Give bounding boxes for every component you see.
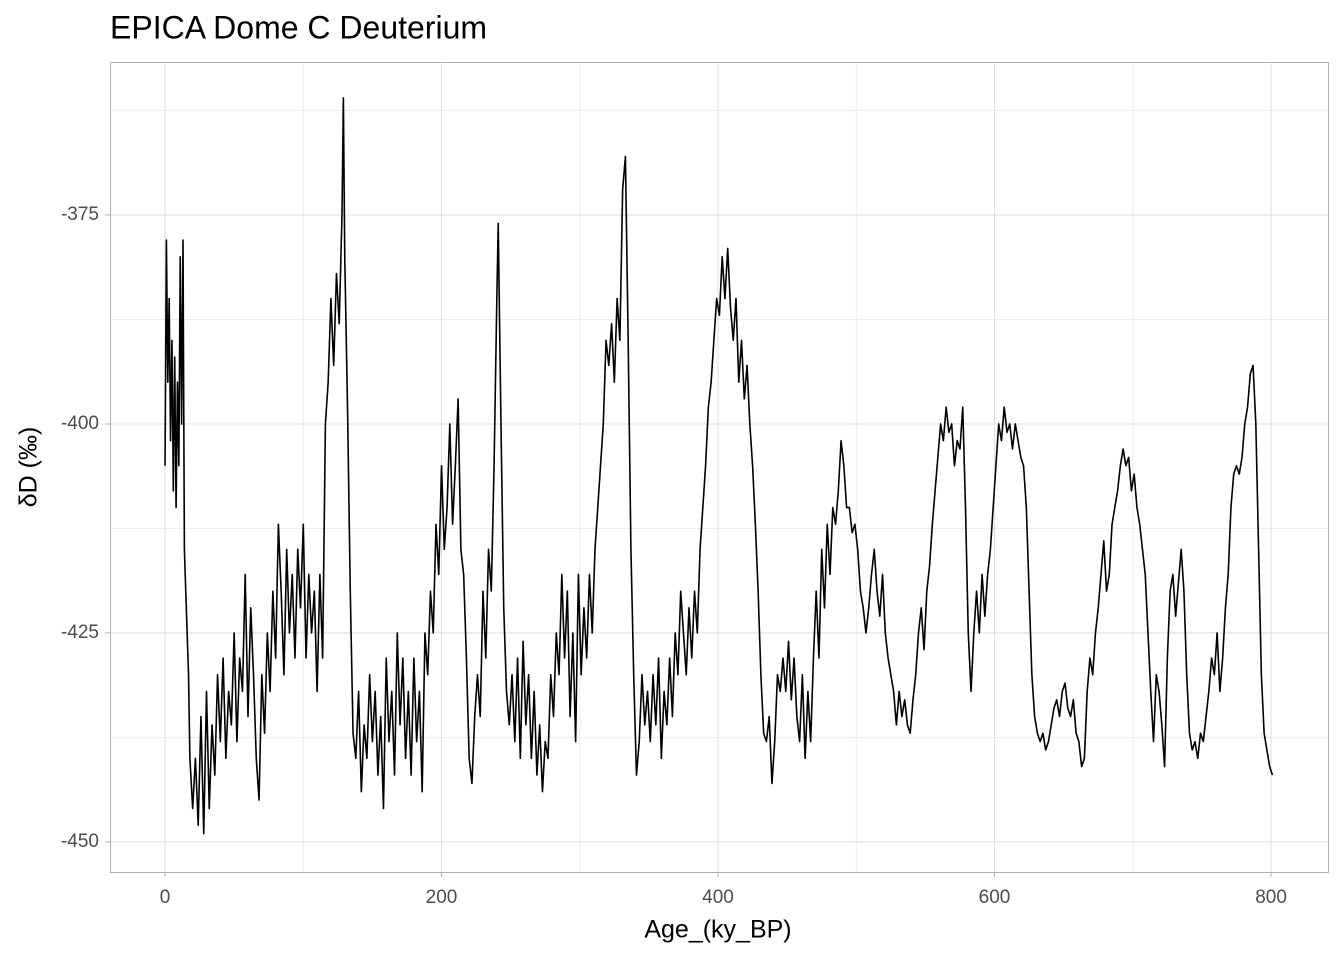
x-tick-label: 600	[979, 887, 1011, 908]
grid	[105, 62, 1328, 877]
y-tick-label: -425	[61, 622, 99, 643]
x-tick-label: 800	[1255, 887, 1287, 908]
x-axis-label: Age_(ky_BP)	[644, 916, 791, 944]
x-tick-label: 200	[426, 887, 458, 908]
plot-area	[164, 97, 1274, 835]
y-tick-label: -375	[61, 204, 99, 225]
panel-border	[110, 62, 1329, 873]
chart-title: EPICA Dome C Deuterium	[110, 9, 487, 45]
y-axis-label: δD (‰)	[15, 427, 43, 508]
x-tick-label: 0	[160, 887, 171, 908]
x-tick-label: 400	[702, 887, 734, 908]
y-tick-label: -450	[61, 831, 99, 852]
y-tick-label: -400	[61, 413, 99, 434]
data-line	[164, 97, 1274, 835]
